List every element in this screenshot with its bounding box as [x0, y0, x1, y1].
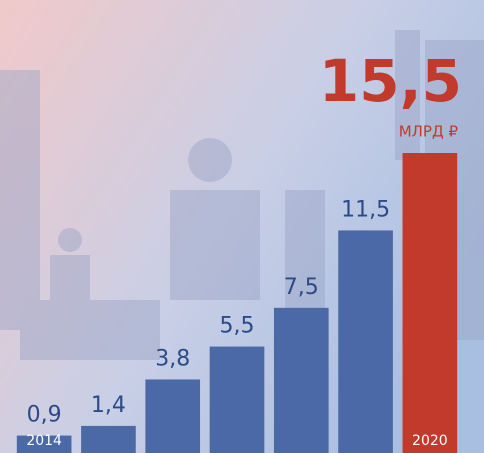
x-tick-label: 2020 — [412, 433, 448, 449]
unit-label: МЛРД ₽ — [399, 123, 459, 141]
bar — [145, 379, 201, 453]
bar — [81, 425, 136, 453]
value-label: 5,5 — [220, 314, 255, 339]
value-label: 11,5 — [341, 197, 390, 222]
bar — [209, 346, 265, 453]
bar — [16, 435, 72, 453]
value-label: 7,5 — [284, 275, 319, 300]
bar — [338, 230, 393, 453]
value-label: 1,4 — [91, 393, 126, 418]
bar — [273, 307, 329, 453]
value-label: 3,8 — [155, 346, 190, 371]
value-label: 15,5 — [319, 47, 462, 115]
x-tick-label: 2014 — [26, 433, 62, 449]
bar — [402, 153, 458, 453]
value-label: 0,9 — [27, 403, 62, 428]
